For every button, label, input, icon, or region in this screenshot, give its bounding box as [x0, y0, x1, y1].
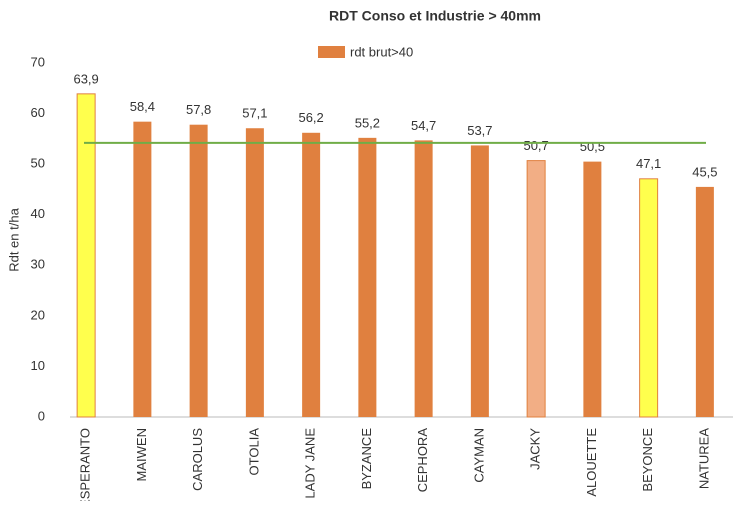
bar — [76, 93, 96, 418]
value-label: 58,4 — [130, 99, 155, 114]
bar — [583, 161, 602, 417]
legend-swatch — [318, 46, 345, 58]
x-tick-label: NATUREA — [696, 428, 711, 489]
value-label: 50,5 — [580, 139, 605, 154]
x-tick-label: MAIWEN — [134, 428, 149, 481]
bar — [133, 121, 152, 418]
x-tick-label: BYZANCE — [359, 428, 374, 490]
y-tick-label: 40 — [31, 206, 45, 221]
x-tick-label: OTOLIA — [246, 428, 261, 476]
value-label: 55,2 — [355, 115, 380, 130]
value-label: 54,7 — [411, 118, 436, 133]
bar — [470, 145, 489, 417]
y-tick-label: 10 — [31, 358, 45, 373]
value-label: 53,7 — [467, 123, 492, 138]
bar — [414, 140, 433, 418]
value-label: 45,5 — [692, 164, 717, 179]
bar — [245, 128, 264, 418]
bar — [358, 137, 377, 418]
x-tick-label: LADY JANE — [303, 428, 318, 499]
value-label: 63,9 — [73, 71, 98, 86]
y-tick-label: 20 — [31, 307, 45, 322]
bar — [526, 160, 546, 418]
x-tick-label: ESPERANTO — [78, 428, 93, 501]
value-label: 50,7 — [523, 138, 548, 153]
chart-title: RDT Conso et Industrie > 40mm — [329, 8, 541, 24]
y-tick-label: 50 — [31, 156, 45, 171]
y-axis-title: Rdt en t/ha — [6, 207, 21, 271]
y-tick-label: 0 — [38, 408, 45, 423]
bar — [189, 124, 208, 417]
value-label: 57,1 — [242, 106, 267, 121]
y-tick-label: 30 — [31, 257, 45, 272]
legend-label: rdt brut>40 — [350, 44, 413, 59]
x-tick-label: ALOUETTE — [584, 428, 599, 497]
bar — [639, 178, 659, 418]
x-tick-label: BEYONCE — [640, 428, 655, 492]
x-tick-label: CAROLUS — [190, 428, 205, 491]
value-label: 56,2 — [298, 110, 323, 125]
bar — [695, 186, 714, 417]
x-tick-label: JACKY — [528, 428, 543, 470]
value-label: 47,1 — [636, 156, 661, 171]
bar — [302, 132, 321, 417]
value-label: 57,8 — [186, 102, 211, 117]
x-tick-label: CAYMAN — [471, 428, 486, 483]
x-tick-label: CEPHORA — [415, 428, 430, 493]
y-tick-label: 70 — [31, 54, 45, 69]
y-tick-label: 60 — [31, 105, 45, 120]
